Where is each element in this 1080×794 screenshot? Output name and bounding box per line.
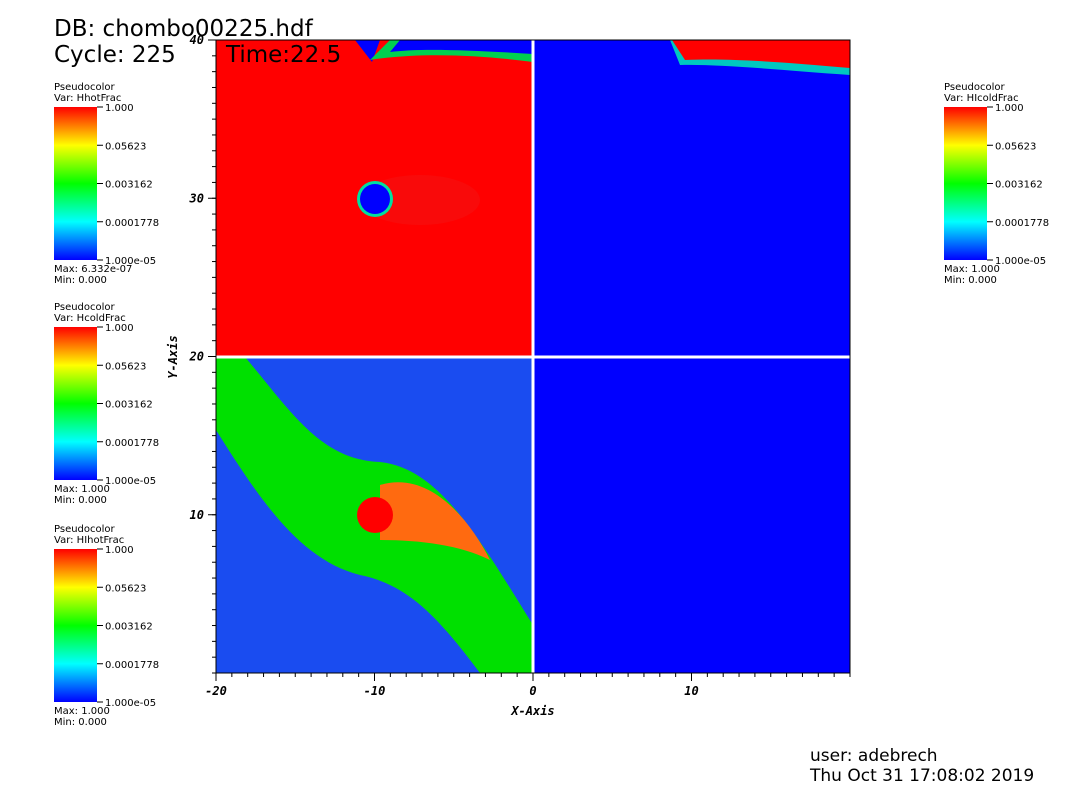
x-tick-label: -10	[364, 684, 386, 698]
db-name: DB: chombo00225.hdf	[54, 16, 314, 42]
colorbar	[54, 107, 97, 260]
legend-tick-label: 0.0001778	[105, 660, 159, 671]
legend-kind: Pseudocolor	[54, 82, 116, 93]
colorbar	[54, 549, 97, 702]
colorbar	[54, 327, 97, 480]
x-tick-label: 0	[529, 684, 536, 698]
legend-var: Var: HIcoldFrac	[944, 93, 1019, 104]
legend-max: Max: 1.000	[54, 484, 110, 495]
x-axis-label: X-Axis	[510, 704, 554, 718]
legend-kind: Pseudocolor	[944, 82, 1006, 93]
y-tick-label: 30	[189, 191, 204, 205]
legend-min: Min: 0.000	[54, 495, 107, 506]
legend-tick-label: 1.000e-05	[105, 698, 156, 709]
legend-tick-label: 1.000	[105, 103, 134, 114]
legend-tick-label: 1.000	[105, 545, 134, 556]
colorbar	[944, 107, 987, 260]
y-axis-label: Y-Axis	[166, 335, 180, 378]
x-tick-label: -20	[205, 684, 227, 698]
legend-tick-label: 0.0001778	[995, 218, 1049, 229]
y-tick-label: 20	[189, 350, 204, 364]
legend-min: Min: 0.000	[944, 275, 997, 286]
legend-tick-label: 0.05623	[995, 141, 1036, 152]
legend-kind: Pseudocolor	[54, 524, 116, 535]
legend-tick-label: 0.003162	[105, 400, 153, 411]
time: Time:22.5	[225, 42, 341, 68]
y-tick-label: 40	[190, 33, 204, 47]
field	[216, 40, 850, 673]
legend-tick-label: 1.000e-05	[105, 476, 156, 487]
legend-min: Min: 0.000	[54, 275, 107, 286]
legend-kind: Pseudocolor	[54, 302, 116, 313]
legend-tick-label: 0.05623	[105, 361, 146, 372]
legend-tick-label: 1.000e-05	[105, 256, 156, 267]
legend-var: Var: HcoldFrac	[54, 313, 126, 324]
legend-max: Max: 6.332e-07	[54, 264, 132, 275]
legend-tick-label: 0.05623	[105, 141, 146, 152]
legend-min: Min: 0.000	[54, 717, 107, 728]
legend-tick-label: 0.0001778	[105, 438, 159, 449]
date: Thu Oct 31 17:08:02 2019	[809, 766, 1034, 786]
legend-var: Var: HhotFrac	[54, 93, 121, 104]
user: user: adebrech	[810, 746, 938, 766]
legend-tick-label: 1.000	[105, 323, 134, 334]
y-tick-label: 10	[190, 508, 204, 522]
legend-tick-label: 1.000e-05	[995, 256, 1046, 267]
legend-max: Max: 1.000	[944, 264, 1000, 275]
legend-tick-label: 0.0001778	[105, 218, 159, 229]
legend-tick-label: 0.003162	[105, 180, 153, 191]
x-tick-label: 10	[684, 684, 698, 698]
legend-tick-label: 1.000	[995, 103, 1024, 114]
cycle: Cycle: 225	[54, 42, 176, 68]
legend-tick-label: 0.05623	[105, 583, 146, 594]
legend-var: Var: HIhotFrac	[54, 535, 124, 546]
legend-max: Max: 1.000	[54, 706, 110, 717]
legend-tick-label: 0.003162	[995, 180, 1043, 191]
legend-tick-label: 0.003162	[105, 622, 153, 633]
